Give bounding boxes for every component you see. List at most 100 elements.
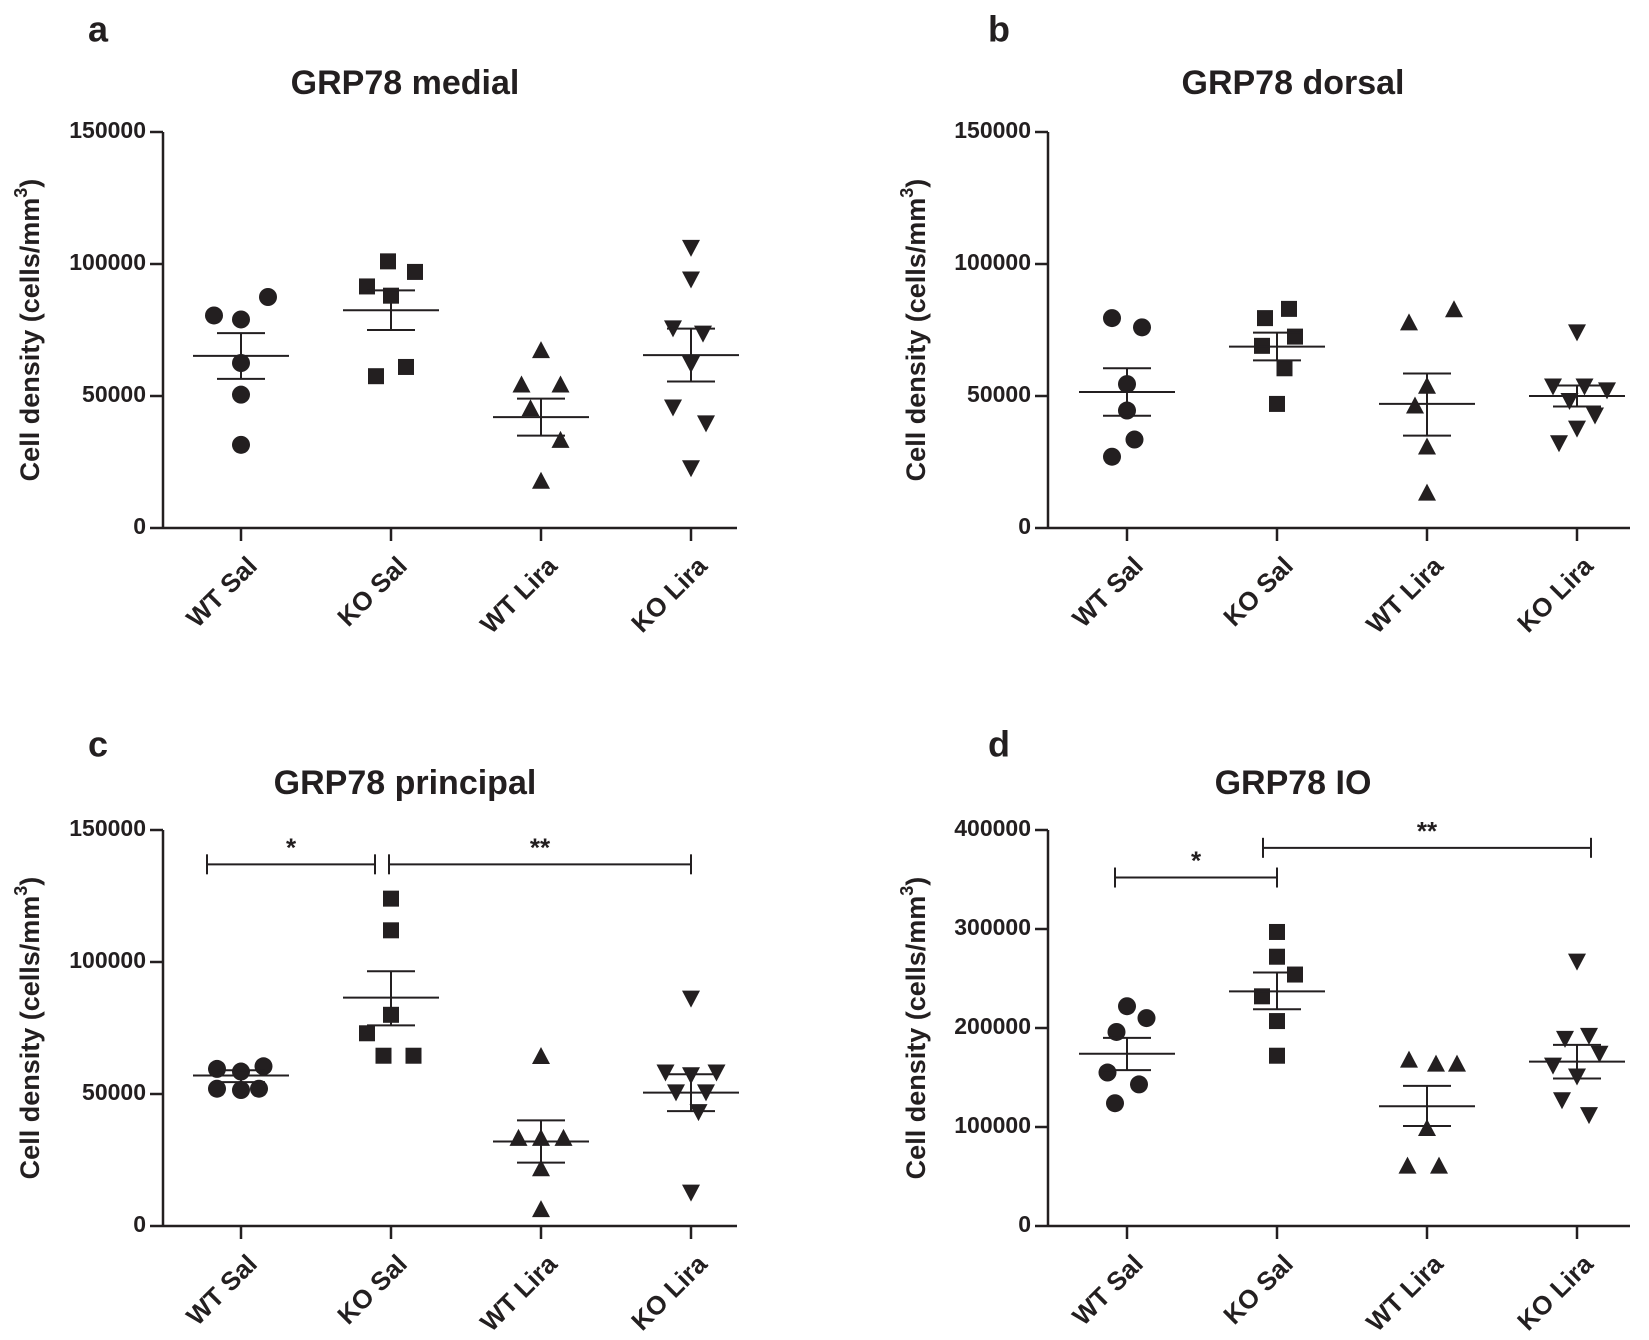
y-tick-label: 100000 (954, 1112, 1031, 1138)
data-point (1106, 1094, 1124, 1113)
y-axis-label-text: Cell density (cells/mm (15, 896, 45, 1180)
y-axis-label-superscript: 3 (897, 188, 917, 198)
x-category-label: KO Lira (625, 1248, 713, 1336)
data-point (1137, 1009, 1156, 1028)
data-point (1568, 420, 1586, 438)
data-point (1400, 1050, 1418, 1068)
group-ko-sal (343, 890, 439, 1064)
data-point (1269, 1047, 1285, 1064)
data-point (1553, 1092, 1571, 1110)
chart-title: GRP78 principal (274, 764, 537, 802)
group-wt-sal (1079, 997, 1175, 1113)
group-wt-sal (193, 288, 289, 454)
group-ko-sal (343, 253, 439, 385)
data-point (1550, 435, 1568, 453)
y-tick-label: 150000 (954, 117, 1031, 143)
group-wt-sal (193, 1057, 289, 1100)
data-point (532, 1047, 550, 1065)
x-category-label: KO Lira (1511, 1248, 1599, 1336)
y-axis-label-end: ) (15, 179, 45, 188)
y-axis-label: Cell density (cells/mm3) (11, 179, 45, 482)
y-axis-label-text: Cell density (cells/mm (901, 896, 931, 1180)
data-point (1107, 1022, 1126, 1041)
x-category-label: KO Sal (1217, 551, 1298, 632)
data-point (1430, 1156, 1448, 1174)
data-point (1418, 483, 1436, 501)
data-point (1118, 997, 1136, 1016)
x-category-label: KO Sal (331, 1249, 412, 1330)
data-point (398, 358, 414, 375)
y-tick-label: 0 (133, 1211, 146, 1237)
y-axis-label-superscript: 3 (11, 188, 31, 198)
x-category-label: KO Lira (1511, 550, 1599, 638)
y-tick-label: 100000 (69, 947, 146, 973)
y-axis-label-superscript: 3 (897, 886, 917, 896)
y-axis-label-superscript: 3 (11, 886, 31, 896)
data-point (532, 471, 550, 489)
x-category-label: WT Lira (1360, 550, 1449, 639)
chart-title: GRP78 IO (1215, 764, 1372, 802)
data-point (375, 1047, 392, 1064)
data-point (1098, 1063, 1117, 1082)
data-point (1133, 318, 1151, 337)
y-tick-label: 50000 (82, 1079, 146, 1105)
data-point (682, 271, 700, 289)
data-point (682, 1184, 700, 1202)
group-wt-sal (1079, 309, 1175, 466)
group-ko-sal (1229, 923, 1325, 1064)
group-ko-sal (1229, 300, 1325, 412)
data-point (1580, 1027, 1598, 1045)
data-point (656, 1064, 675, 1082)
data-point (1568, 324, 1586, 342)
data-point (512, 375, 531, 393)
y-tick-label: 200000 (954, 1013, 1031, 1039)
y-axis-label-text: Cell density (cells/mm (901, 198, 931, 482)
panel-letter: a (88, 9, 109, 50)
data-point (1560, 392, 1579, 410)
data-point (1418, 437, 1436, 455)
data-point (368, 368, 384, 385)
chart-title: GRP78 medial (291, 64, 520, 102)
data-point (1580, 1107, 1598, 1125)
significance-bracket: * (1114, 846, 1278, 888)
data-point (1287, 966, 1303, 983)
data-point (532, 1200, 550, 1218)
group-ko-lira (643, 239, 739, 478)
y-axis-label-text: Cell density (cells/mm (15, 198, 45, 482)
significance-label: * (286, 832, 297, 862)
y-tick-label: 50000 (82, 381, 146, 407)
data-point (232, 310, 250, 329)
data-point (380, 253, 396, 270)
data-point (689, 1104, 708, 1122)
panel-letter: b (988, 9, 1010, 50)
data-point (1103, 309, 1121, 328)
data-point (232, 435, 250, 454)
data-point (359, 278, 375, 295)
x-category-label: WT Sal (1066, 1249, 1148, 1331)
data-point (521, 399, 540, 417)
data-point (697, 415, 715, 433)
y-axis-label-end: ) (901, 179, 931, 188)
data-point (532, 341, 550, 359)
y-tick-label: 100000 (954, 249, 1031, 275)
group-ko-lira (643, 990, 739, 1202)
data-point (359, 1025, 375, 1042)
data-point (1590, 1045, 1609, 1063)
data-point (232, 1081, 250, 1100)
y-tick-label: 0 (1018, 513, 1031, 539)
data-point (694, 325, 712, 343)
data-point (1125, 430, 1144, 449)
data-point (509, 1128, 528, 1146)
data-point (232, 385, 250, 404)
panel-letter: c (88, 724, 108, 765)
data-point (1575, 378, 1594, 396)
group-ko-lira (1529, 324, 1625, 453)
data-point (682, 239, 700, 257)
panel-b: b GRP78 dorsal 0 50000 100000 150000 Cell dens… (897, 9, 1630, 639)
data-point (1544, 1057, 1562, 1075)
data-point (208, 1059, 226, 1078)
data-point (682, 990, 700, 1008)
data-point (259, 288, 277, 306)
data-point (407, 263, 423, 280)
data-point (532, 1159, 550, 1177)
